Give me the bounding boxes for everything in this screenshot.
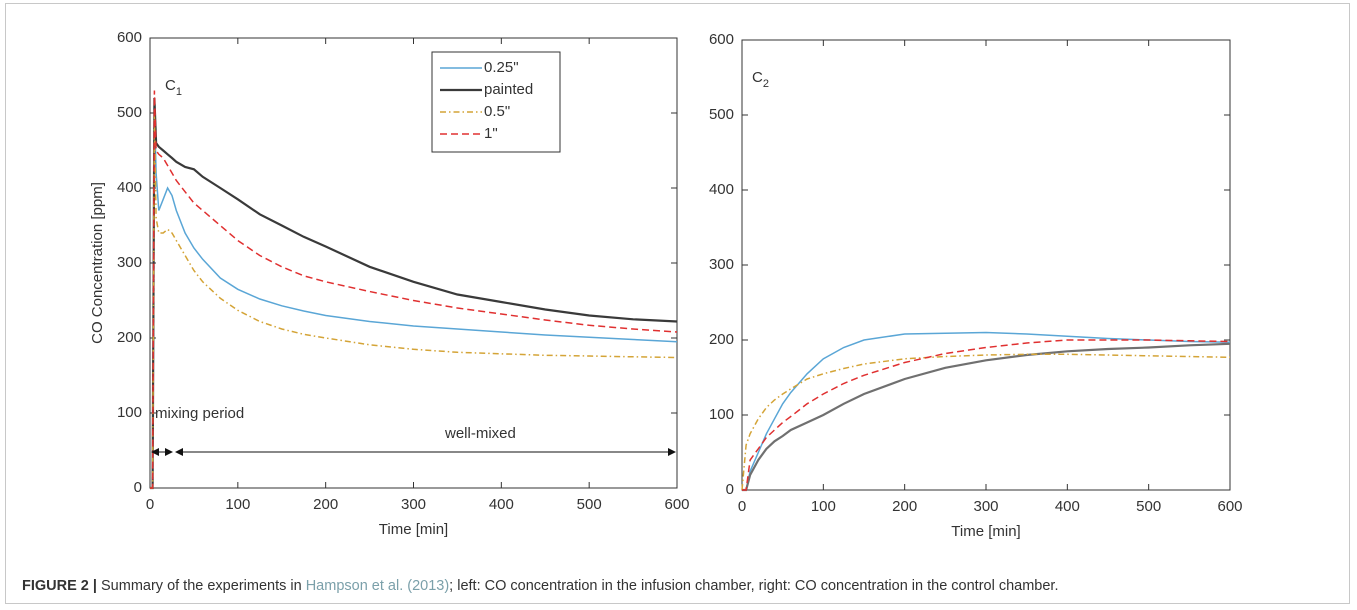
caption-label: FIGURE 2 | (22, 578, 97, 594)
x-tick-label: 600 (1217, 498, 1242, 515)
y-tick-label: 100 (709, 406, 734, 423)
annotation: C2 (752, 69, 769, 90)
annotation-text: mixing period (155, 405, 244, 422)
legend-label: 1" (484, 125, 498, 142)
series-line (150, 97, 678, 490)
y-axis-label: CO Concentration [ppm] (89, 182, 106, 344)
x-tick-label: 0 (738, 498, 746, 515)
y-tick-label: 600 (709, 31, 734, 48)
series-line (742, 331, 1231, 491)
x-axis-label: Time [min] (951, 523, 1020, 540)
plot-area (741, 39, 1231, 491)
series-line (150, 112, 678, 489)
y-tick-label: 100 (117, 404, 142, 421)
y-tick-label: 300 (117, 254, 142, 271)
series-line (741, 353, 1231, 491)
x-tick-label: 400 (489, 496, 514, 513)
y-tick-label: 600 (117, 29, 142, 46)
x-tick-label: 600 (664, 496, 689, 513)
x-tick-label: 300 (973, 498, 998, 515)
x-tick-label: 100 (811, 498, 836, 515)
annotation: C1 (165, 77, 182, 98)
series-line (150, 90, 678, 489)
x-tick-label: 200 (313, 496, 338, 513)
annotation-subscript: 2 (763, 78, 769, 90)
annotation: mixing period (155, 405, 244, 422)
caption-text: ; left: CO concentration in the infusion… (449, 578, 1059, 594)
annotation-text: C (752, 69, 763, 86)
legend-label: 0.5" (484, 103, 510, 120)
y-tick-label: 500 (117, 104, 142, 121)
series-line (742, 339, 1231, 491)
caption: FIGURE 2 | Summary of the experiments in… (22, 578, 1059, 594)
y-tick-label: 400 (709, 181, 734, 198)
x-tick-label: 0 (146, 496, 154, 513)
x-tick-label: 300 (401, 496, 426, 513)
y-tick-label: 500 (709, 106, 734, 123)
annotation: well-mixed (444, 425, 516, 442)
series-line (150, 105, 678, 489)
y-tick-label: 0 (726, 481, 734, 498)
annotation-text: C (165, 77, 176, 94)
y-tick-label: 0 (134, 479, 142, 496)
caption-text: Summary of the experiments in (101, 578, 302, 594)
legend-label: painted (484, 81, 533, 98)
annotation-text: well-mixed (444, 425, 516, 442)
x-tick-label: 400 (1055, 498, 1080, 515)
x-tick-label: 100 (225, 496, 250, 513)
y-tick-label: 200 (709, 331, 734, 348)
y-tick-label: 200 (117, 329, 142, 346)
annotation-subscript: 1 (176, 86, 182, 98)
y-tick-label: 300 (709, 256, 734, 273)
x-tick-label: 200 (892, 498, 917, 515)
y-tick-label: 400 (117, 179, 142, 196)
x-tick-label: 500 (1136, 498, 1161, 515)
caption-reference[interactable]: Hampson et al. (2013) (305, 578, 450, 594)
figure-frame (5, 3, 1350, 604)
x-tick-label: 500 (577, 496, 602, 513)
legend-label: 0.25" (484, 59, 519, 76)
series-line (742, 342, 1231, 492)
x-axis-label: Time [min] (379, 521, 448, 538)
